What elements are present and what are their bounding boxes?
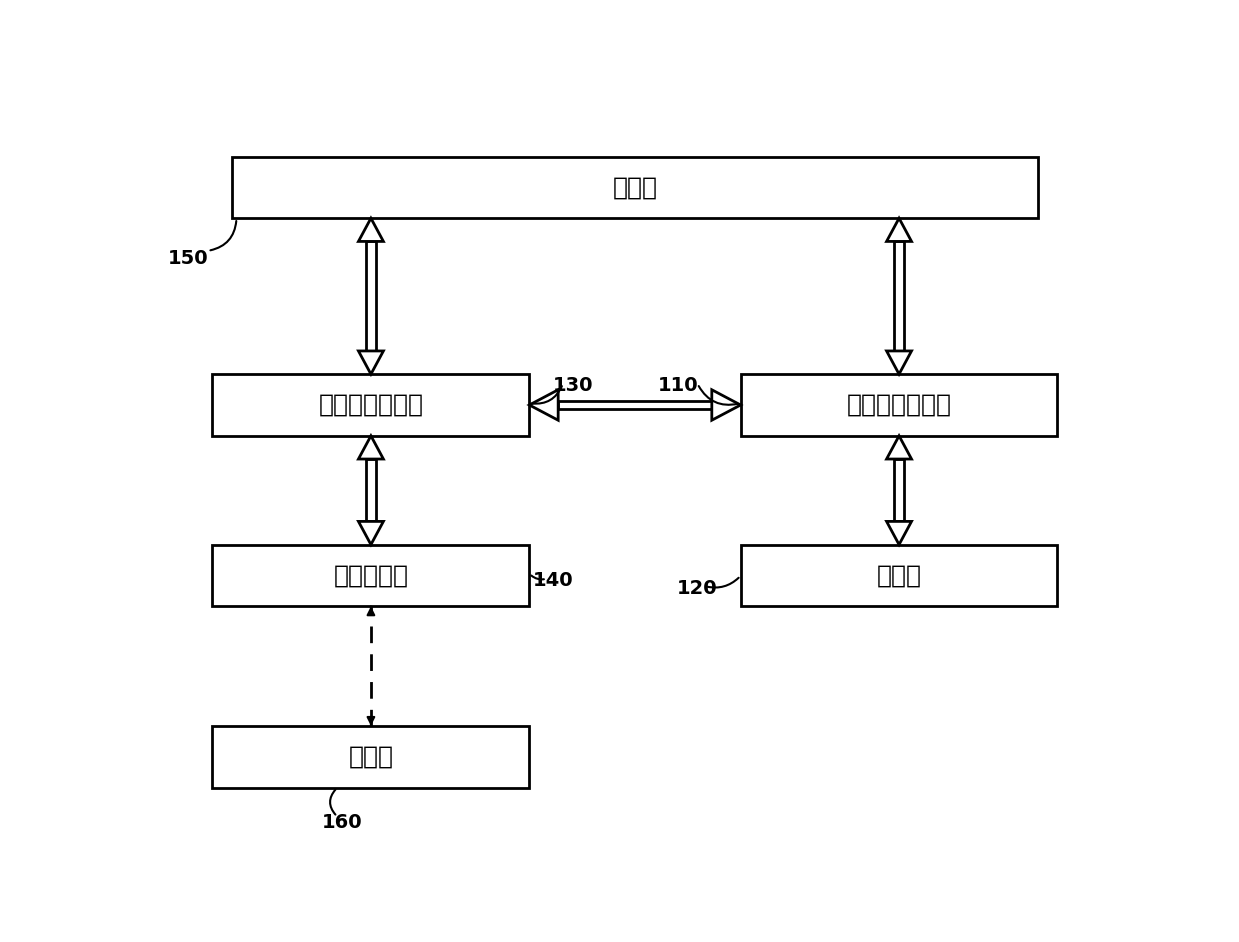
Bar	[367, 459, 375, 522]
Text: 图像采集卡: 图像采集卡	[333, 563, 409, 588]
Text: 机械臂: 机械臂	[876, 563, 922, 588]
Bar	[895, 241, 904, 351]
Bar	[213, 374, 529, 436]
Bar	[741, 374, 1057, 436]
Polygon shape	[887, 219, 912, 241]
Bar	[232, 156, 1038, 219]
Polygon shape	[887, 436, 912, 459]
Text: 嵌入式控制系统: 嵌入式控制系统	[318, 393, 424, 417]
Bar	[367, 241, 375, 351]
Text: 110: 110	[658, 376, 699, 395]
Polygon shape	[887, 351, 912, 374]
Polygon shape	[711, 390, 741, 420]
Text: 标定板: 标定板	[348, 745, 394, 769]
Text: 150: 150	[169, 249, 209, 268]
Text: 130: 130	[553, 376, 592, 395]
Polygon shape	[529, 390, 559, 420]
Polygon shape	[887, 522, 912, 544]
Bar	[213, 726, 529, 788]
Bar	[895, 459, 904, 522]
Polygon shape	[358, 522, 383, 544]
Text: 120: 120	[676, 578, 717, 597]
Text: 140: 140	[533, 572, 574, 591]
Text: 嵌入式控制系统: 嵌入式控制系统	[846, 393, 952, 417]
Bar	[213, 544, 529, 607]
Bar	[559, 400, 711, 410]
Polygon shape	[358, 436, 383, 459]
Polygon shape	[358, 219, 383, 241]
Text: 160: 160	[322, 813, 363, 832]
Bar	[741, 544, 1057, 607]
Text: 显示屏: 显示屏	[612, 175, 658, 200]
Polygon shape	[358, 351, 383, 374]
